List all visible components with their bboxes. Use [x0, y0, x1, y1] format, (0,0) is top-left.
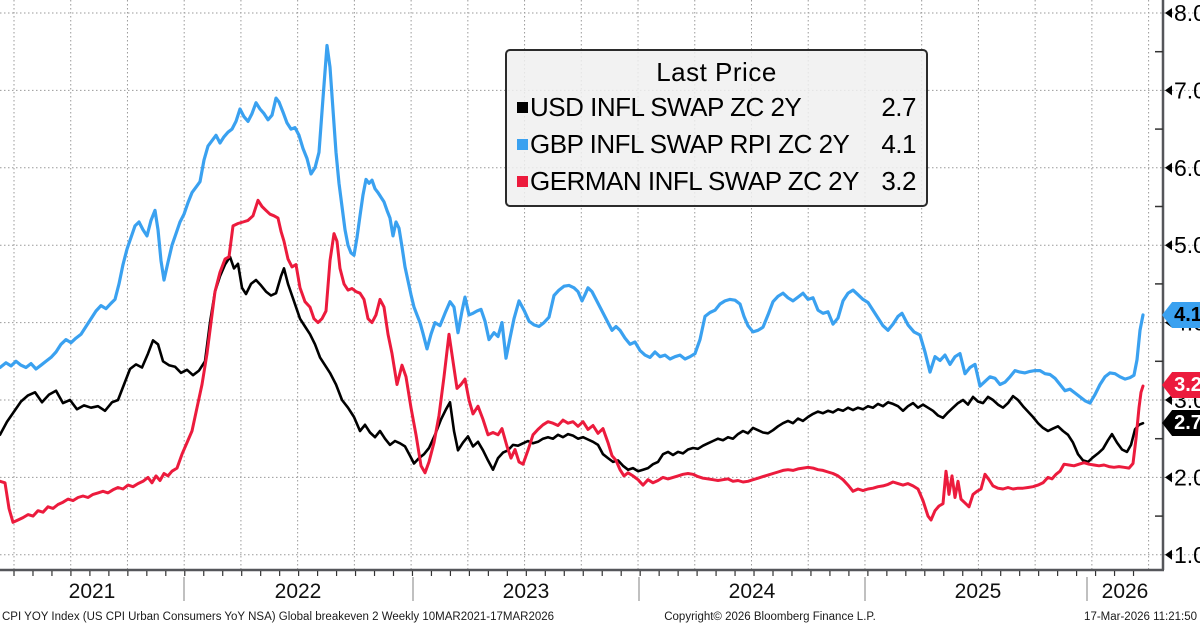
- y-axis-tick-label: 5.0: [1174, 232, 1200, 258]
- y-axis-major-tick: [1165, 549, 1172, 560]
- x-axis-year-band: [0, 576, 1200, 605]
- x-axis-year-label: 2021: [69, 580, 116, 603]
- y-axis-major-tick: [1165, 85, 1172, 96]
- legend-label: USD INFL SWAP ZC 2Y: [530, 92, 802, 122]
- legend-item-usd[interactable]: USD INFL SWAP ZC 2Y 2.7: [517, 89, 916, 126]
- usd-series-swatch-icon: [517, 102, 528, 113]
- series-line-usd-infl-swap-zc-2y: [0, 255, 1145, 473]
- x-axis-year-label: 2024: [729, 580, 776, 603]
- y-axis-tick-label: 6.0: [1174, 155, 1200, 181]
- y-axis-tick-label: 2.0: [1174, 464, 1200, 490]
- x-axis-year-label: 2023: [503, 580, 550, 603]
- y-axis-major-tick: [1165, 472, 1172, 483]
- y-axis-major-tick: [1165, 395, 1172, 405]
- y-axis-major-tick: [1165, 240, 1172, 251]
- gbp-series-swatch-icon: [517, 139, 528, 150]
- x-axis-year-label: 2022: [275, 580, 322, 603]
- legend-value: 3.2: [881, 166, 916, 196]
- legend-item-german[interactable]: GERMAN INFL SWAP ZC 2Y 3.2: [517, 163, 916, 200]
- german-series-swatch-icon: [517, 176, 528, 187]
- y-axis-tick-label: 1.0: [1174, 542, 1200, 568]
- legend-last-price: Last Price USD INFL SWAP ZC 2Y 2.7 GBP I…: [505, 49, 928, 207]
- y-axis-tick-label: 8.0: [1174, 0, 1200, 26]
- y-axis-major-tick: [1165, 162, 1172, 173]
- legend-value: 2.7: [881, 92, 916, 122]
- y-axis-tick-label: 7.0: [1174, 77, 1200, 103]
- legend-label: GERMAN INFL SWAP ZC 2Y: [530, 166, 859, 196]
- x-axis-year-label: 2026: [1102, 580, 1149, 603]
- security-description: CPI YOY Index (US CPI Urban Consumers Yo…: [2, 611, 555, 623]
- timestamp: 17-Mar-2026 11:21:50: [1084, 611, 1197, 623]
- last-price-badge-gbp: 4.1: [1162, 302, 1200, 328]
- y-axis-major-tick: [1165, 8, 1172, 18]
- legend-value: 4.1: [881, 129, 916, 159]
- chart-footer: CPI YOY Index (US CPI Urban Consumers Yo…: [0, 607, 1200, 629]
- series-line-gbp-infl-swap-rpi-zc-2y: [0, 43, 1145, 405]
- x-axis-year-label: 2025: [955, 580, 1002, 603]
- legend-item-gbp[interactable]: GBP INFL SWAP RPI ZC 2Y 4.1: [517, 126, 916, 163]
- legend-title: Last Price: [656, 57, 777, 87]
- legend-label: GBP INFL SWAP RPI ZC 2Y: [530, 129, 850, 159]
- series-line-german-infl-swap-zc-2y: [0, 198, 1145, 524]
- copyright-notice: Copyright© 2026 Bloomberg Finance L.P.: [664, 611, 876, 623]
